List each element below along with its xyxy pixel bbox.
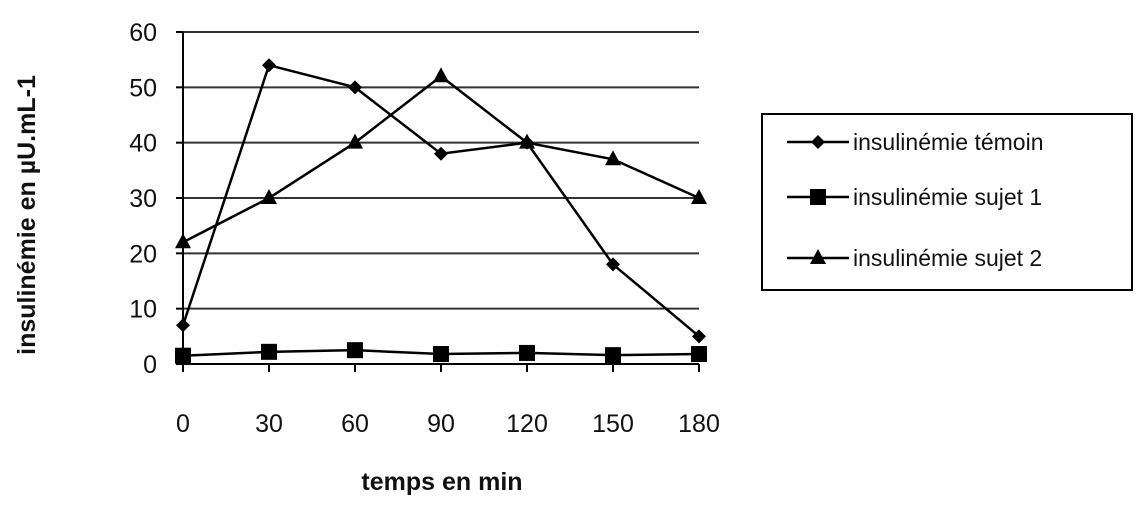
triangle-marker — [347, 133, 363, 149]
y-axis-title: insulinémie en µU.mL-1 — [13, 75, 41, 355]
triangle-marker — [175, 233, 191, 249]
x-tick-label: 30 — [255, 410, 283, 438]
square-marker — [175, 347, 191, 364]
series-line — [181, 63, 700, 338]
legend-label: insulinémie sujet 2 — [853, 245, 1042, 271]
y-tick-label: 10 — [129, 296, 157, 324]
y-tick-label: 50 — [129, 74, 157, 102]
diamond-marker — [692, 329, 706, 344]
triangle-marker — [261, 189, 277, 204]
triangle-marker — [433, 67, 449, 83]
triangle-marker — [691, 189, 707, 204]
legend-label: insulinémie sujet 1 — [853, 184, 1042, 210]
x-tick-label: 150 — [592, 410, 634, 438]
x-tick-label: 120 — [506, 410, 548, 438]
triangle-marker — [810, 249, 826, 264]
x-axis-title: temps en min — [361, 468, 522, 496]
y-tick-label: 0 — [143, 351, 157, 379]
y-tick-label: 30 — [129, 185, 157, 213]
triangle-marker — [605, 150, 621, 166]
legend-item: insulinémie témoin — [787, 129, 1043, 155]
x-tick-label: 180 — [678, 410, 720, 438]
square-marker — [605, 347, 621, 364]
square-marker — [810, 189, 826, 205]
legend-item: insulinémie sujet 2 — [787, 245, 1042, 271]
x-tick-label: 60 — [341, 410, 369, 438]
square-marker — [519, 344, 535, 361]
square-marker — [433, 346, 449, 363]
legend-label: insulinémie témoin — [853, 129, 1043, 155]
legend-item: insulinémie sujet 1 — [787, 184, 1042, 210]
y-tick-label: 20 — [129, 240, 157, 268]
diamond-marker — [811, 135, 825, 149]
triangle-marker — [519, 133, 535, 149]
series-1 — [176, 58, 706, 344]
diamond-marker — [606, 257, 620, 272]
y-tick-label: 40 — [129, 130, 157, 158]
square-marker — [347, 342, 363, 359]
diamond-marker — [434, 146, 448, 161]
series-3 — [175, 67, 707, 249]
square-marker — [261, 343, 277, 360]
diamond-marker — [176, 318, 190, 333]
diamond-marker — [348, 80, 362, 95]
diamond-marker — [262, 58, 276, 73]
series-2 — [175, 342, 707, 364]
x-tick-label: 0 — [176, 410, 190, 438]
x-tick-label: 90 — [427, 410, 455, 438]
y-tick-label: 60 — [129, 19, 157, 47]
square-marker — [691, 346, 707, 363]
